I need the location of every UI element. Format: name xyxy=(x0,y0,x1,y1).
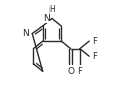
Text: F: F xyxy=(77,67,82,76)
Text: H: H xyxy=(48,7,54,16)
Text: O: O xyxy=(67,67,74,76)
Text: N: N xyxy=(43,14,50,23)
Text: N: N xyxy=(22,29,29,38)
Text: F: F xyxy=(92,37,97,46)
Text: F: F xyxy=(92,52,97,61)
Text: H: H xyxy=(50,5,55,14)
